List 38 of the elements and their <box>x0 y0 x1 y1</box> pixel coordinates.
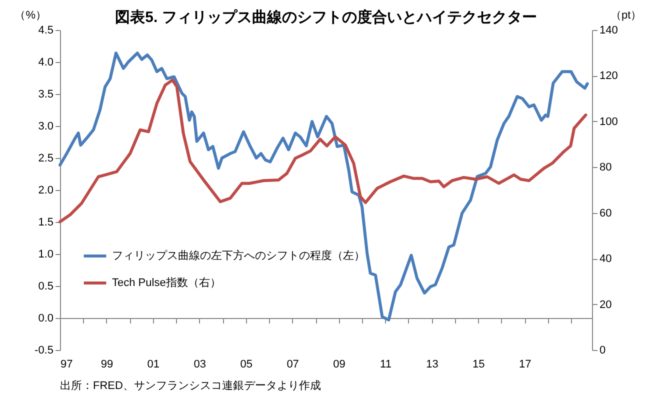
x-tick-label: 17 <box>519 358 532 370</box>
x-tick-label: 01 <box>147 358 160 370</box>
y2-tick-label: 0 <box>600 344 606 356</box>
y-tick-label: 4.5 <box>38 24 54 36</box>
y-tick-label: -0.5 <box>34 344 54 356</box>
y2-tick-label: 20 <box>600 298 612 311</box>
y-axis-title: （%） <box>14 10 46 22</box>
y2-axis-title: （pt） <box>610 10 642 22</box>
y-tick-label: 4.0 <box>38 56 54 68</box>
line-series <box>58 52 589 322</box>
y-tick-label: 3.0 <box>38 120 54 132</box>
x-tick-label: 99 <box>100 358 114 370</box>
y-tick-label: 2.5 <box>38 152 54 164</box>
x-tick-label: 09 <box>333 358 346 370</box>
y2-tick-label: 140 <box>600 24 618 36</box>
x-tick-label: 13 <box>426 358 438 370</box>
x-tick-label: 03 <box>194 358 206 370</box>
y2-tick-label: 100 <box>600 116 618 128</box>
y2-tick-label: 60 <box>600 207 612 220</box>
x-tick-label: 07 <box>286 358 299 370</box>
x-tick-label: 11 <box>380 358 392 370</box>
y2-tick-label: 40 <box>600 253 612 266</box>
x-tick-label: 15 <box>472 358 485 370</box>
y-tick-label: 2.0 <box>38 184 54 196</box>
x-tick-label: 05 <box>240 358 252 370</box>
legend-label: Tech Pulse指数（右） <box>112 277 221 289</box>
x-tick-label: 97 <box>60 358 73 370</box>
y-tick-label: 0.0 <box>38 312 54 324</box>
line-series <box>58 78 588 224</box>
y-tick-label: 1.0 <box>38 248 54 260</box>
legend-label: フィリップス曲線の左下方へのシフトの程度（左） <box>112 249 365 262</box>
chart-title: 図表5. フィリップス曲線のシフトの度合いとハイテクセクター <box>115 8 537 26</box>
y-tick-label: 1.5 <box>38 216 54 228</box>
y2-tick-label: 120 <box>600 70 618 82</box>
y2-tick-label: 80 <box>600 162 612 174</box>
y-tick-label: 0.5 <box>38 280 54 292</box>
y-tick-label: 3.5 <box>38 88 54 100</box>
text: 出所：FRED、サンフランシスコ連銀データより作成 <box>60 379 321 392</box>
